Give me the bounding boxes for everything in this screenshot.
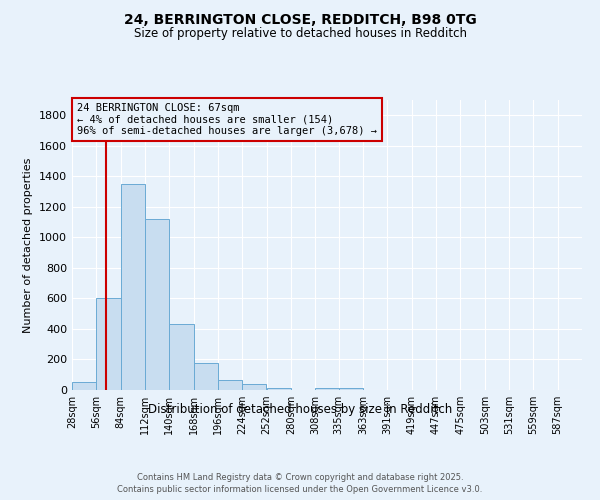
Text: 24 BERRINGTON CLOSE: 67sqm
← 4% of detached houses are smaller (154)
96% of semi: 24 BERRINGTON CLOSE: 67sqm ← 4% of detac… <box>77 103 377 136</box>
Bar <box>218 380 242 390</box>
Bar <box>267 388 291 390</box>
Bar <box>316 388 340 390</box>
Bar <box>169 324 194 390</box>
Bar <box>194 364 218 390</box>
Y-axis label: Number of detached properties: Number of detached properties <box>23 158 34 332</box>
Bar <box>145 219 169 390</box>
Bar <box>121 184 145 390</box>
Bar <box>72 382 96 390</box>
Text: Contains public sector information licensed under the Open Government Licence v3: Contains public sector information licen… <box>118 485 482 494</box>
Bar <box>339 388 363 390</box>
Text: 24, BERRINGTON CLOSE, REDDITCH, B98 0TG: 24, BERRINGTON CLOSE, REDDITCH, B98 0TG <box>124 12 476 26</box>
Bar <box>242 384 266 390</box>
Text: Distribution of detached houses by size in Redditch: Distribution of detached houses by size … <box>148 402 452 415</box>
Text: Size of property relative to detached houses in Redditch: Size of property relative to detached ho… <box>133 28 467 40</box>
Text: Contains HM Land Registry data © Crown copyright and database right 2025.: Contains HM Land Registry data © Crown c… <box>137 472 463 482</box>
Bar <box>97 298 121 390</box>
